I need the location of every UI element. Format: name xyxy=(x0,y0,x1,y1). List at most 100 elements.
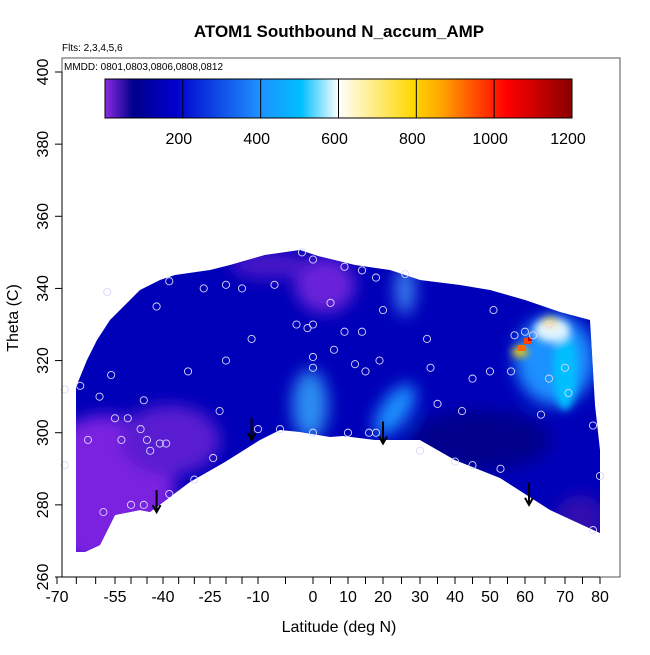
sample-point xyxy=(357,327,367,336)
sample-point xyxy=(536,410,546,419)
sample-point xyxy=(237,284,247,293)
sample-point xyxy=(308,320,318,329)
y-tick-label: 340 xyxy=(35,275,52,302)
sample-point xyxy=(595,471,605,481)
sample-point xyxy=(76,381,85,390)
sample-point xyxy=(215,407,224,416)
sample-point xyxy=(199,284,208,293)
sample-point xyxy=(83,435,92,444)
field-elevated-region xyxy=(292,370,328,440)
field-high-region xyxy=(553,330,577,410)
arrow-down-icon xyxy=(246,417,257,442)
x-tick-label: 60 xyxy=(516,589,534,606)
sample-point xyxy=(520,327,530,336)
x-tick-label: -40 xyxy=(151,589,174,606)
sample-point xyxy=(126,500,136,509)
sample-point xyxy=(95,392,104,401)
sample-point xyxy=(426,363,435,372)
x-tick-label: 50 xyxy=(481,589,499,606)
y-tick-label: 320 xyxy=(35,347,52,374)
y-tick-label: 300 xyxy=(35,419,52,446)
sample-point xyxy=(415,446,425,455)
sample-point xyxy=(433,399,442,408)
sample-point xyxy=(560,363,570,372)
x-tick-label: 30 xyxy=(411,589,429,606)
sample-point xyxy=(308,255,318,264)
sample-point xyxy=(253,425,263,434)
field-low-region xyxy=(555,495,600,545)
x-tick-label: 0 xyxy=(309,589,318,606)
colorbar-tick-label: 1200 xyxy=(550,131,586,148)
x-tick-label: -10 xyxy=(246,589,269,606)
sample-point xyxy=(357,266,367,275)
sample-point xyxy=(308,363,318,372)
sample-point xyxy=(308,352,318,362)
sample-point xyxy=(275,425,285,434)
x-tick-label: -70 xyxy=(45,589,68,606)
sample-point xyxy=(297,248,307,257)
sample-point xyxy=(292,320,301,329)
sample-point xyxy=(401,269,410,279)
sample-points xyxy=(60,248,605,535)
y-tick-label: 400 xyxy=(35,59,52,86)
arrow-down-icon xyxy=(524,482,534,507)
sample-point xyxy=(371,273,381,282)
sample-point xyxy=(340,327,349,336)
sample-point xyxy=(450,457,460,466)
sample-point xyxy=(588,526,598,535)
sample-point xyxy=(165,489,174,499)
y-axis-label: Theta (C) xyxy=(5,284,22,352)
sample-point xyxy=(136,425,145,434)
field-peak xyxy=(518,345,526,351)
sample-point xyxy=(303,324,312,333)
sample-point xyxy=(326,298,335,307)
sample-point xyxy=(221,356,231,365)
sample-point xyxy=(343,428,353,437)
chart-title: ATOM1 Southbound N_accum_AMP xyxy=(194,22,484,41)
field-low-region xyxy=(230,251,310,279)
x-tick-label: 10 xyxy=(339,589,357,606)
sample-point xyxy=(209,453,218,463)
sample-point xyxy=(350,360,360,369)
colorbar-tick-label: 800 xyxy=(399,131,426,148)
x-tick-label: 70 xyxy=(556,589,574,606)
sample-point xyxy=(485,367,495,376)
x-tick-label: 40 xyxy=(446,589,464,606)
sample-point xyxy=(139,500,148,509)
colorbar-tick-label: 600 xyxy=(321,131,348,148)
y-tick-label: 260 xyxy=(35,564,52,591)
field-peak xyxy=(528,337,532,341)
colorbar: 200 400 600 800 1000 1200 xyxy=(104,78,586,148)
sample-point xyxy=(564,388,573,398)
sample-point xyxy=(544,374,554,383)
sample-point xyxy=(190,475,199,484)
sample-point xyxy=(110,414,120,423)
sample-point xyxy=(60,385,69,394)
heatmap-field xyxy=(76,250,600,552)
sample-point xyxy=(588,421,598,430)
arrow-down-icon xyxy=(151,490,162,515)
sample-point xyxy=(329,345,339,354)
sample-point xyxy=(468,461,477,470)
field-elevated-region xyxy=(374,384,416,436)
x-axis: -70 -55 -40 -25 -10 0 10 20 30 40 50 60 70 80 xyxy=(45,576,609,606)
arrows xyxy=(151,417,534,515)
x-axis-label: Latitude (deg N) xyxy=(282,619,397,636)
sample-point xyxy=(184,367,193,376)
arrow-down-icon xyxy=(378,421,388,446)
sample-point xyxy=(270,280,279,289)
x-tick-label: 20 xyxy=(374,589,392,606)
field-elevated-region xyxy=(395,265,415,315)
y-axis: 260 280 300 320 340 360 380 400 xyxy=(35,59,63,591)
dates-label: MMDD: 0801,0803,0806,0808,0812 xyxy=(64,62,223,73)
sample-point xyxy=(123,414,132,423)
sample-point xyxy=(544,320,554,329)
sample-point xyxy=(139,396,148,405)
sample-point xyxy=(162,439,171,448)
sample-point xyxy=(375,356,384,365)
sample-point xyxy=(468,374,477,383)
x-tick-label: -55 xyxy=(103,589,126,606)
y-tick-label: 280 xyxy=(35,491,52,518)
y-tick-label: 380 xyxy=(35,131,52,158)
